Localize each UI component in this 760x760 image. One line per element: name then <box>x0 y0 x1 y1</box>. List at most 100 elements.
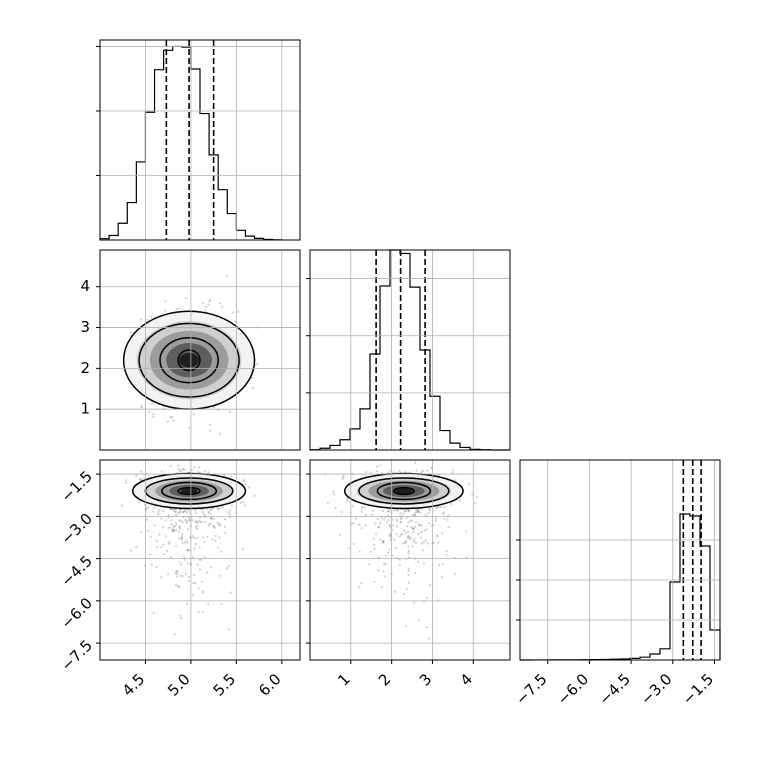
scatter-point <box>386 551 390 554</box>
y-tick-label: −6.0 <box>58 594 96 632</box>
x-tick-label: −3.0 <box>637 670 675 708</box>
scatter-point <box>187 548 190 551</box>
scatter-point <box>158 508 161 511</box>
scatter-point <box>442 512 445 515</box>
scatter-point <box>183 555 186 558</box>
scatter-point <box>174 510 177 513</box>
contour-line <box>159 337 219 384</box>
panel-frame-p2-p3 <box>309 459 511 661</box>
scatter-point <box>406 516 409 519</box>
scatter-point <box>422 562 426 565</box>
scatter-point <box>357 523 361 526</box>
scatter-point <box>129 549 133 552</box>
scatter-point <box>237 310 240 313</box>
scatter-point <box>474 501 477 505</box>
scatter-point <box>150 315 153 318</box>
scatter-point <box>178 511 181 514</box>
scatter-point <box>384 516 387 519</box>
scatter-point <box>176 572 179 575</box>
scatter-point <box>180 469 183 472</box>
scatter-point <box>177 530 180 534</box>
scatter-point <box>378 522 382 525</box>
scatter-point <box>428 509 431 512</box>
scatter-point <box>201 302 205 305</box>
scatter-point <box>443 505 446 509</box>
scatter-point <box>184 518 187 522</box>
scatter-point <box>434 517 438 520</box>
scatter-point <box>179 519 182 522</box>
scatter-point <box>224 518 227 521</box>
scatter-point <box>428 522 431 525</box>
scatter-point <box>169 464 172 468</box>
x-tick-label: 4.5 <box>119 670 149 700</box>
scatter-point <box>174 513 178 517</box>
scatter-point <box>170 523 173 526</box>
scatter-point <box>137 501 140 504</box>
scatter-point <box>419 536 423 539</box>
scatter-point <box>382 541 385 545</box>
scatter-point <box>407 573 410 576</box>
scatter-point <box>193 412 196 416</box>
scatter-point <box>239 501 242 505</box>
scatter-point <box>415 469 418 472</box>
scatter-point <box>155 566 158 569</box>
scatter-point <box>407 537 410 540</box>
scatter-point <box>373 580 376 583</box>
scatter-point <box>153 524 156 527</box>
scatter-point <box>217 508 220 511</box>
scatter-point <box>396 509 399 512</box>
scatter-point <box>184 509 187 512</box>
scatter-point <box>203 556 206 559</box>
x-tick-label: −1.5 <box>679 670 717 708</box>
scatter-point <box>223 474 227 477</box>
scatter-point <box>197 471 200 474</box>
scatter-point <box>418 511 422 514</box>
scatter-point <box>407 535 410 538</box>
scatter-point <box>442 511 445 514</box>
scatter-point <box>135 545 138 549</box>
scatter-point <box>228 564 231 568</box>
scatter-point <box>422 549 425 552</box>
scatter-point <box>218 432 222 435</box>
scatter-point <box>411 526 414 530</box>
scatter-point <box>156 546 159 549</box>
scatter-point <box>407 581 410 584</box>
scatter-point <box>185 511 188 514</box>
scatter-point <box>385 554 388 557</box>
scatter-point <box>187 509 190 512</box>
scatter-point <box>176 584 180 588</box>
scatter-point <box>194 581 197 585</box>
x-tick-label: 1 <box>334 670 353 689</box>
panel-frame-p2 <box>309 249 511 451</box>
scatter-point <box>358 586 361 589</box>
scatter-point <box>221 305 224 308</box>
scatter-point <box>451 472 454 475</box>
scatter-point <box>404 532 407 535</box>
scatter-point <box>228 513 231 516</box>
scatter-point <box>191 535 194 538</box>
scatter-point <box>212 525 216 528</box>
scatter-point <box>388 469 391 472</box>
scatter-point <box>176 575 179 578</box>
scatter-point <box>181 533 184 536</box>
x-tick-label: 5.5 <box>210 670 240 700</box>
scatter-point <box>426 596 429 599</box>
scatter-point <box>380 586 384 589</box>
scatter-point <box>388 524 392 527</box>
scatter-point <box>412 513 416 516</box>
scatter-point <box>417 560 420 563</box>
scatter-point <box>211 507 214 510</box>
scatter-point <box>406 525 409 528</box>
scatter-point <box>413 513 416 516</box>
scatter-point <box>149 553 152 556</box>
scatter-point <box>160 517 163 520</box>
scatter-point <box>174 583 178 586</box>
scatter-point <box>241 500 245 504</box>
scatter-point <box>440 575 443 579</box>
scatter-point <box>465 530 468 533</box>
scatter-point <box>197 610 200 614</box>
scatter-point <box>179 525 182 528</box>
scatter-point <box>425 625 428 629</box>
scatter-point <box>229 410 232 413</box>
scatter-point <box>223 525 226 528</box>
